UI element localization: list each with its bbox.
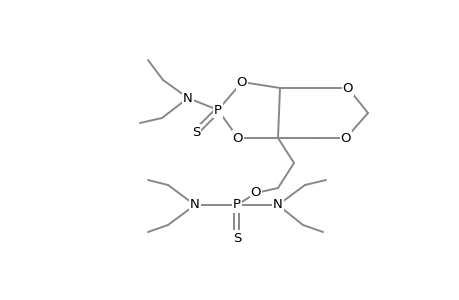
Text: N: N (273, 199, 282, 212)
Text: O: O (232, 131, 243, 145)
Text: O: O (236, 76, 247, 88)
Text: O: O (340, 131, 351, 145)
Text: S: S (191, 125, 200, 139)
Text: O: O (342, 82, 353, 94)
Text: O: O (250, 187, 261, 200)
Text: P: P (233, 199, 241, 212)
Text: N: N (190, 199, 200, 212)
Text: P: P (213, 103, 222, 116)
Text: S: S (232, 232, 241, 244)
Text: N: N (183, 92, 192, 104)
